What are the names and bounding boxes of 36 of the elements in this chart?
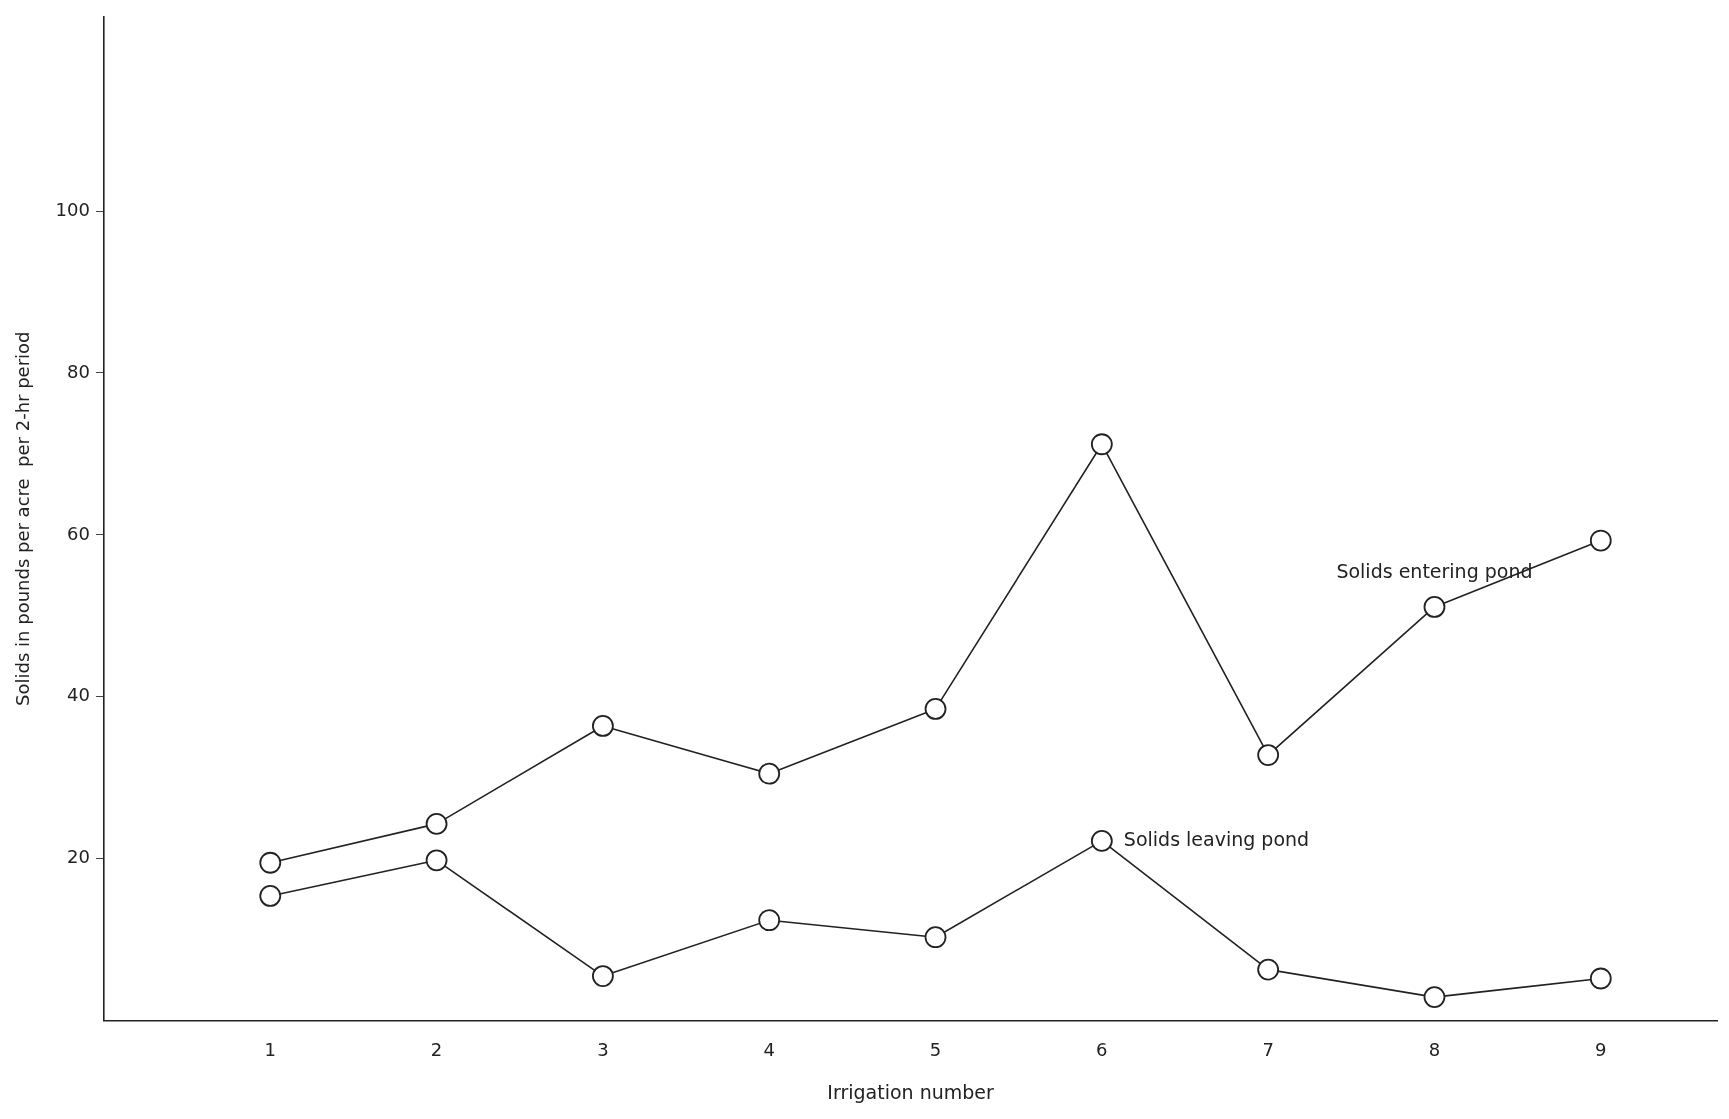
series-label: Solids entering pond [1336,559,1533,582]
point [425,812,448,835]
y-tick-label: 100 [55,198,90,220]
point [259,851,282,874]
point [1423,596,1446,618]
point [1257,958,1280,981]
y-tick-label: 60 [67,522,90,544]
x-tick-label: 4 [763,1039,775,1061]
point [592,965,614,987]
point [1423,986,1446,1009]
point [1257,744,1280,766]
y-tick-label: 40 [67,684,90,706]
x-tick-label: 8 [1428,1039,1441,1061]
point [758,762,781,785]
point [1090,433,1113,456]
y-axis-title: Solids in pounds per acre per 2-hr period [12,331,34,706]
x-tick-label: 9 [1595,1039,1607,1061]
point [1589,529,1612,552]
x-tick-label: 5 [929,1039,942,1061]
point [924,698,947,720]
point [1090,829,1113,852]
x-tick-label: 7 [1262,1039,1274,1061]
point [592,715,614,737]
y-tick-label: 20 [67,846,90,868]
x-tick-label: 2 [430,1039,443,1061]
point [425,849,448,872]
point [924,926,947,949]
x-tick-label: 6 [1096,1039,1108,1061]
x-tick-label: 3 [597,1039,609,1061]
x-axis-title: Irrigation number [827,1080,994,1103]
point [1589,967,1612,990]
y-tick-label: 80 [67,360,90,382]
x-tick-label: 1 [264,1039,276,1061]
point [259,885,282,907]
series-label: Solids leaving pond [1123,827,1310,850]
point [758,909,781,932]
